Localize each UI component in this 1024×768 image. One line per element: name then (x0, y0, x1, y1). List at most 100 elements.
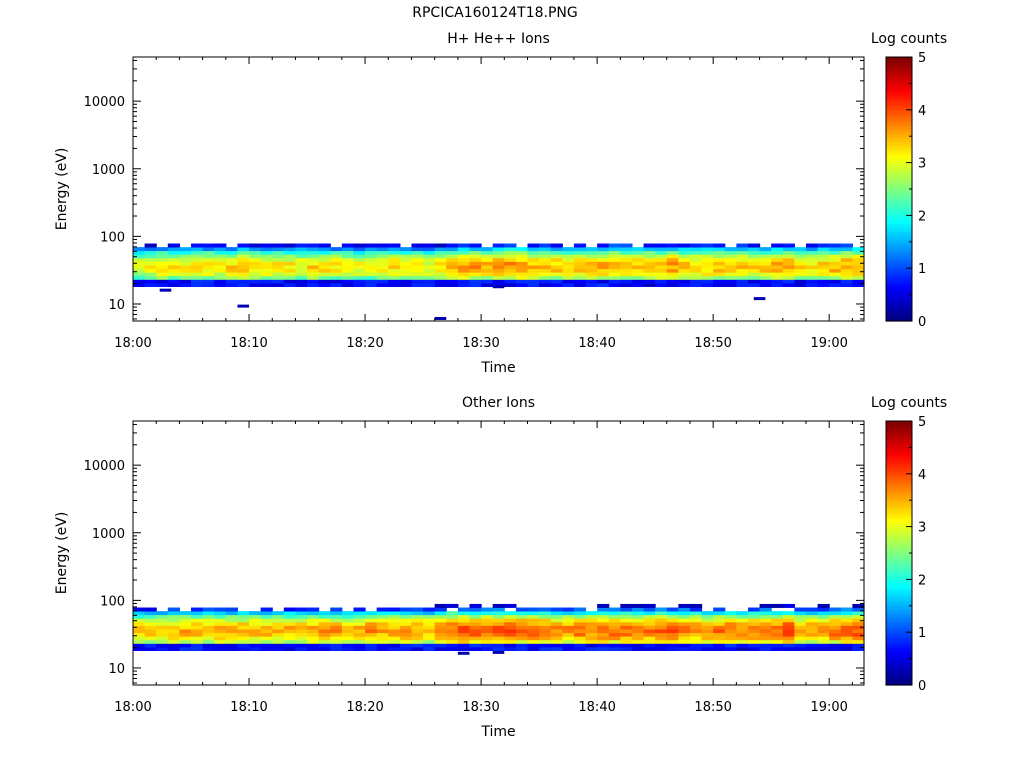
colorbar-tick-label: 0 (918, 315, 926, 330)
heatmap-cell (689, 621, 703, 626)
colorbar-segment (886, 669, 912, 673)
heatmap-cell (225, 261, 239, 266)
heatmap-cell (747, 247, 761, 252)
heatmap-cell (481, 629, 494, 634)
heatmap-cell (202, 625, 215, 630)
heatmap-cell (365, 621, 378, 626)
heatmap-cell (724, 254, 737, 259)
colorbar-segment (886, 640, 912, 644)
heatmap-cell (179, 279, 192, 284)
heatmap-cell (701, 632, 714, 637)
heatmap-cell (597, 272, 610, 277)
heatmap-cell (191, 607, 204, 612)
heatmap-cell (434, 643, 447, 648)
y-tick-label: 1000 (92, 163, 125, 178)
colorbar-segment (886, 442, 912, 446)
heatmap-cell (249, 647, 262, 651)
colorbar-segment (886, 233, 912, 238)
heatmap-cell (747, 279, 761, 284)
heatmap-cell (655, 625, 668, 630)
heatmap-cell (782, 618, 795, 623)
heatmap-cell (457, 250, 471, 255)
heatmap-cell (666, 275, 679, 280)
heatmap-cell (202, 621, 215, 626)
heatmap-cell (701, 283, 714, 287)
heatmap-cell (689, 250, 703, 255)
heatmap-cell (817, 254, 830, 259)
heatmap-cell (283, 607, 297, 612)
heatmap-cell (191, 643, 204, 648)
heatmap-cell (724, 629, 737, 634)
colorbar-segment (886, 59, 912, 63)
heatmap-cell (782, 636, 795, 641)
heatmap-cell (481, 614, 494, 619)
heatmap-cell (295, 636, 308, 641)
heatmap-cell (492, 647, 505, 651)
heatmap-cell (620, 618, 633, 623)
heatmap-cell (469, 618, 482, 623)
heatmap-cell (202, 275, 215, 280)
heatmap-cell (330, 614, 343, 619)
heatmap-cell (469, 647, 482, 651)
colorbar-segment (886, 194, 912, 198)
heatmap-cell (202, 250, 215, 255)
heatmap-cell (249, 636, 262, 641)
heatmap-cell (399, 250, 413, 255)
heatmap-cell (156, 625, 169, 630)
heatmap-cell (643, 250, 656, 255)
heatmap-cell (771, 268, 784, 273)
heatmap-cell (562, 272, 575, 277)
colorbar-segment (886, 289, 912, 293)
heatmap-cell (191, 283, 204, 287)
heatmap-cell (376, 257, 389, 262)
heatmap-cell (852, 279, 865, 284)
heatmap-cell (620, 250, 633, 255)
heatmap-cell (655, 275, 668, 280)
y-tick-label: 10 (108, 298, 125, 313)
colorbar-segment (886, 144, 912, 148)
heatmap-cell (133, 625, 146, 630)
heatmap-cell (562, 254, 575, 259)
heatmap-cell (272, 636, 285, 641)
colorbar-segment (886, 141, 912, 145)
heatmap-cell (747, 625, 761, 630)
colorbar-segment (886, 632, 912, 636)
colorbar-segment (886, 270, 912, 275)
heatmap-cell (283, 625, 297, 630)
colorbar-segment (886, 423, 912, 427)
colorbar-segment (886, 434, 912, 438)
heatmap-cell (689, 261, 703, 266)
heatmap-cell (237, 247, 250, 252)
heatmap-cell (341, 279, 355, 284)
heatmap-cell (144, 607, 157, 612)
heatmap-cell (701, 261, 714, 266)
heatmap-cell (446, 643, 459, 648)
heatmap-cell (399, 614, 413, 619)
heatmap-cell (434, 614, 447, 619)
heatmap-cell (573, 257, 587, 262)
heatmap-cell (794, 647, 807, 651)
heatmap-cell (852, 629, 865, 634)
heatmap-cell (736, 632, 749, 637)
heatmap-cell (469, 272, 482, 277)
heatmap-cell (631, 625, 645, 630)
colorbar-segment (886, 186, 912, 190)
heatmap-cell (782, 629, 795, 634)
heatmap-cell (492, 607, 505, 612)
heatmap-cell (829, 639, 842, 644)
colorbar-segment (886, 587, 912, 591)
heatmap-cell (434, 279, 447, 284)
heatmap-cell (481, 639, 494, 644)
heatmap-cell (272, 272, 285, 277)
heatmap-cell (167, 618, 180, 623)
heatmap-cell (399, 643, 413, 648)
heatmap-cell (539, 261, 552, 266)
heatmap-cell (678, 621, 691, 626)
heatmap-cell (608, 632, 621, 637)
heatmap-cell (771, 625, 784, 630)
heatmap-cell (597, 643, 610, 648)
heatmap-cell (133, 632, 146, 637)
heatmap-cell (794, 639, 807, 644)
heatmap-cell (353, 250, 366, 255)
heatmap-cell (701, 272, 714, 277)
